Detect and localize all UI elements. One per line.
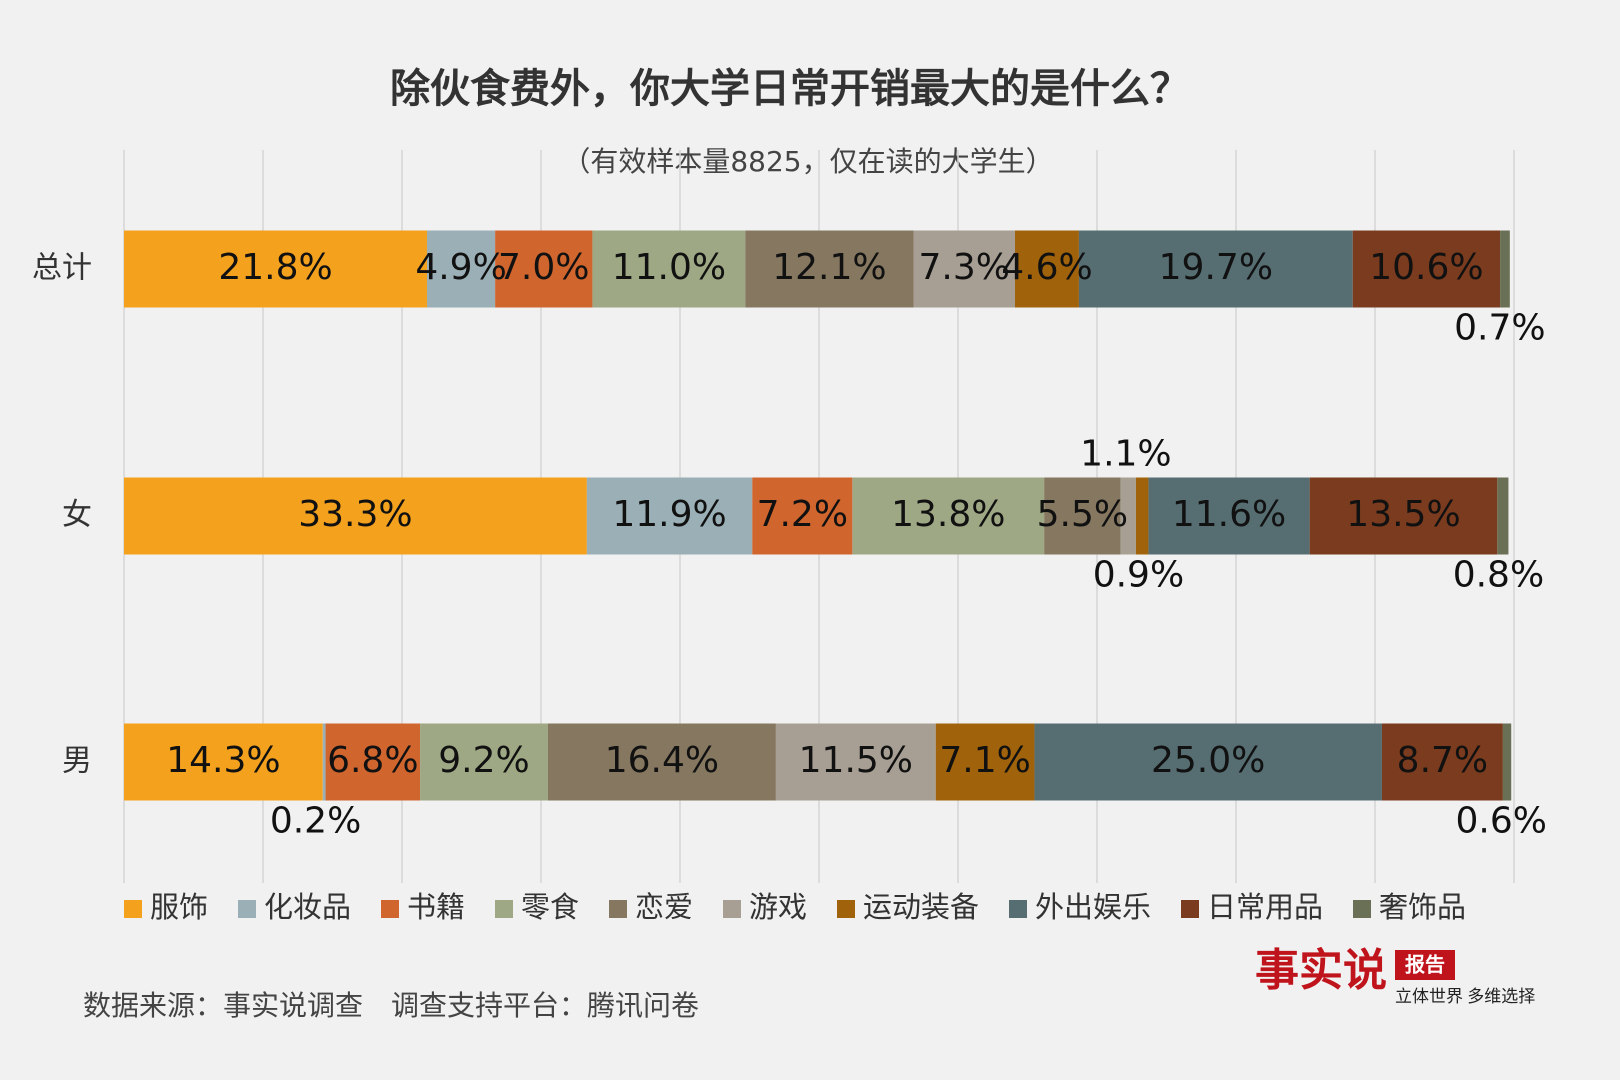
- bar-segment: [1352, 230, 1501, 308]
- bar-segment: [935, 723, 1035, 801]
- bar-segment: [1135, 477, 1149, 555]
- bar-segment: [427, 230, 496, 308]
- logo-slogan: 立体世界 多维选择: [1395, 987, 1535, 1006]
- data-label: 8.7%: [1397, 740, 1488, 781]
- bar-segment: [1148, 477, 1310, 555]
- data-label: 6.8%: [327, 740, 418, 781]
- legend-label: 恋爱: [635, 890, 693, 924]
- legend-swatch: [723, 900, 741, 918]
- legend-swatch: [1009, 900, 1027, 918]
- data-label: 11.5%: [799, 740, 913, 781]
- bar-segment: [913, 230, 1015, 308]
- legend-label: 日常用品: [1207, 890, 1323, 924]
- bar-segment: [420, 723, 548, 801]
- legend-label: 化妆品: [264, 890, 351, 924]
- data-label: 9.2%: [438, 740, 529, 781]
- footer: 数据来源：事实说调查 调查支持平台：腾讯问卷: [83, 989, 699, 1022]
- data-label: 7.1%: [939, 740, 1030, 781]
- data-label: 0.6%: [1455, 801, 1546, 842]
- bar-segment: [592, 230, 746, 308]
- data-label: 13.5%: [1346, 494, 1460, 535]
- legend-swatch: [1181, 900, 1199, 918]
- bar-segment: [1309, 477, 1498, 555]
- legend-swatch: [609, 900, 627, 918]
- data-label: 0.7%: [1454, 308, 1545, 349]
- legend-swatch: [495, 900, 513, 918]
- legend-swatch: [1353, 900, 1371, 918]
- bar-segment: [124, 723, 323, 801]
- data-label: 14.3%: [166, 740, 280, 781]
- data-label: 10.6%: [1369, 247, 1483, 288]
- legend-label: 外出娱乐: [1035, 890, 1151, 924]
- data-label: 25.0%: [1151, 740, 1265, 781]
- data-label: 13.8%: [891, 494, 1005, 535]
- bar-segment: [1381, 723, 1503, 801]
- bar-segment: [1034, 723, 1382, 801]
- bar-segment: [124, 230, 428, 308]
- chart-subtitle: （有效样本量8825，仅在读的大学生）: [562, 145, 1053, 178]
- bar-segment: [322, 723, 326, 801]
- bar-segment: [1500, 230, 1510, 308]
- data-label: 5.5%: [1037, 494, 1128, 535]
- bar-segment: [495, 230, 593, 308]
- logo-badge: 报告: [1405, 953, 1445, 977]
- y-tick-label: 男: [62, 744, 92, 779]
- bar-segment: [745, 230, 914, 308]
- logo-badge-bg: [1395, 950, 1455, 980]
- bar-segment: [1120, 477, 1136, 555]
- chart-title: 除伙食费外，你大学日常开销最大的是什么？: [390, 66, 1190, 112]
- data-label: 0.9%: [1093, 555, 1184, 596]
- data-label: 4.9%: [415, 247, 506, 288]
- data-label: 1.1%: [1080, 434, 1171, 475]
- data-label: 12.1%: [772, 247, 886, 288]
- logo-name: 事实说: [1255, 946, 1387, 995]
- data-label: 7.2%: [757, 494, 848, 535]
- legend-label: 书籍: [407, 890, 465, 924]
- data-label: 7.3%: [919, 247, 1010, 288]
- bar-segment: [1502, 723, 1512, 801]
- y-tick-label: 女: [62, 498, 92, 533]
- bar-segment: [1014, 230, 1079, 308]
- legend-swatch: [381, 900, 399, 918]
- data-label: 4.6%: [1001, 247, 1092, 288]
- data-label: 21.8%: [218, 247, 332, 288]
- data-label: 11.6%: [1172, 494, 1286, 535]
- legend-label: 零食: [521, 890, 579, 924]
- legend-label: 服饰: [150, 890, 208, 924]
- data-label: 19.7%: [1159, 247, 1273, 288]
- bar-segment: [1044, 477, 1121, 555]
- bar-segment: [775, 723, 936, 801]
- data-label: 11.0%: [612, 247, 726, 288]
- legend-label: 运动装备: [863, 890, 979, 924]
- data-label: 7.0%: [498, 247, 589, 288]
- data-label: 0.2%: [270, 801, 361, 842]
- logo: 事实说 报告 立体世界 多维选择: [1255, 946, 1535, 1006]
- data-label: 16.4%: [605, 740, 719, 781]
- legend-swatch: [837, 900, 855, 918]
- bar-segment: [752, 477, 853, 555]
- bar-segment: [852, 477, 1045, 555]
- bar-segment: [547, 723, 776, 801]
- bar-segment: [1497, 477, 1509, 555]
- data-label: 33.3%: [298, 494, 412, 535]
- legend-swatch: [124, 900, 142, 918]
- data-label: 0.8%: [1453, 555, 1544, 596]
- data-label: 11.9%: [612, 494, 726, 535]
- bar-segment: [586, 477, 753, 555]
- bar-segment: [1078, 230, 1353, 308]
- legend-label: 游戏: [749, 890, 807, 924]
- legend-swatch: [238, 900, 256, 918]
- bar-segment: [325, 723, 421, 801]
- y-tick-label: 总计: [32, 251, 92, 286]
- bar-segment: [124, 477, 587, 555]
- legend-label: 奢饰品: [1379, 890, 1466, 924]
